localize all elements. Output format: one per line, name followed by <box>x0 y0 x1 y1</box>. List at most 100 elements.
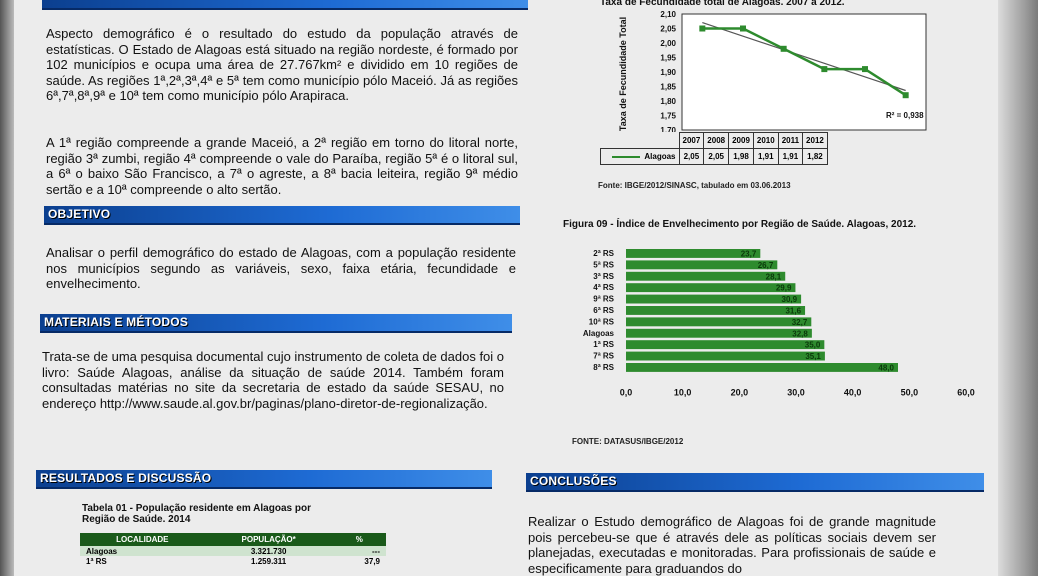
data-label: 26,7 <box>758 261 774 270</box>
conclusoes-text: Realizar o Estudo demográfico de Alagoas… <box>528 514 936 576</box>
data-bar <box>626 260 778 270</box>
population-table: LOCALIDADE POPULAÇÃO* % Alagoas 3.321.73… <box>80 533 386 566</box>
photo-shadow-right <box>998 0 1038 576</box>
table-cell: 1,98 <box>728 148 754 165</box>
table-cell: 2,05 <box>703 148 730 165</box>
x-tick-label: 50,0 <box>901 387 919 397</box>
data-bar <box>626 317 812 327</box>
table-cell <box>601 133 680 149</box>
envelhecimento-title: Figura 09 - Índice de Envelhecimento por… <box>563 219 917 230</box>
y-tick-label: 2,00 <box>660 39 676 48</box>
table-cell: 2010 <box>752 132 779 149</box>
table-cell: 1ª RS <box>86 556 107 566</box>
data-label: 31,6 <box>785 307 801 316</box>
x-tick-label: 20,0 <box>731 387 749 397</box>
table-row: Alagoas 3.321.730 --- <box>80 546 386 556</box>
table-header: LOCALIDADE <box>80 533 205 546</box>
data-point <box>740 25 746 32</box>
data-label: 30,9 <box>782 295 798 304</box>
data-bar <box>626 306 806 315</box>
table-cell: Alagoas <box>600 148 680 165</box>
table-cell: 37,9 <box>364 556 380 566</box>
data-point <box>821 66 828 73</box>
y-tick-label: 2,05 <box>660 25 676 34</box>
category-label: 9ª RS <box>593 295 614 304</box>
objetivo-heading-bar: OBJETIVO <box>44 206 520 225</box>
objetivo-text: Analisar o perfil demográfico do estado … <box>46 245 516 291</box>
data-label: 32,7 <box>792 318 808 327</box>
data-bar <box>626 351 825 361</box>
data-label: 32,8 <box>792 329 808 338</box>
data-point <box>699 25 706 32</box>
table-cell: 1,91 <box>777 148 804 165</box>
metodos-text: Trata-se de uma pesquisa documental cujo… <box>42 349 505 411</box>
x-tick-label: 10,0 <box>674 387 692 397</box>
table-header: POPULAÇÃO* <box>204 533 333 546</box>
category-label: 3ª RS <box>593 272 614 281</box>
table-cell: --- <box>372 546 380 556</box>
envelhecimento-chart: 2ª RS 23,7 5ª RS 26,7 3ª RS 28,1 4ª RS 29,9 9ª R… <box>583 249 975 397</box>
table-cell: 2,05 <box>678 148 705 165</box>
fecundidade-source: Fonte: IBGE/2012/SINASC, tabulado em 03.… <box>598 181 791 190</box>
intro-paragraph-1: Aspecto demográfico é o resultado do est… <box>46 26 518 103</box>
table-cell: 2012 <box>802 132 828 149</box>
data-label: 28,1 <box>766 272 782 281</box>
objetivo-heading: OBJETIVO <box>48 207 111 221</box>
fecundidade-ylabel: Taxa de Fecundidade Total <box>618 17 628 131</box>
table-cell: 1.259.311 <box>251 556 287 566</box>
resultados-heading-bar: RESULTADOS E DISCUSSÃO <box>36 470 492 489</box>
envelhecimento-source: FONTE: DATASUS/IBGE/2012 <box>572 437 684 446</box>
y-tick-label: 2,10 <box>660 10 676 19</box>
category-label: 4ª RS <box>593 283 614 292</box>
data-bar <box>626 271 786 281</box>
table-cell: 1,82 <box>802 148 828 165</box>
resultados-heading: RESULTADOS E DISCUSSÃO <box>40 471 212 485</box>
legend-line-icon <box>612 155 641 158</box>
data-point <box>862 66 868 73</box>
x-tick-label: 30,0 <box>787 387 805 397</box>
metodos-heading-bar: MATERIAIS E MÉTODOS <box>40 314 512 333</box>
data-bar <box>626 283 796 293</box>
category-label: 7ª RS <box>593 352 614 361</box>
data-point <box>780 45 787 52</box>
table-cell: 1,91 <box>752 148 779 165</box>
category-label: 2ª RS <box>593 249 614 258</box>
table-cell: 2011 <box>777 132 804 149</box>
metodos-heading: MATERIAIS E MÉTODOS <box>44 315 189 329</box>
table-cell: 2007 <box>678 132 705 149</box>
category-label: 6ª RS <box>593 306 614 315</box>
y-tick-label: 1,95 <box>660 54 676 63</box>
category-label: 1ª RS <box>593 340 614 349</box>
data-label: 35,0 <box>805 341 821 350</box>
table-title: Tabela 01 - População residente em Alago… <box>82 503 311 525</box>
category-label: 8ª RS <box>593 363 614 372</box>
conclusoes-heading: CONCLUSÕES <box>530 474 617 488</box>
fecundidade-title: Taxa de Fecundidade total de Alagoas. 20… <box>600 0 845 8</box>
data-label: 48,0 <box>878 364 894 373</box>
y-tick-label: 1,70 <box>660 126 676 132</box>
section-bar-top <box>42 0 528 10</box>
fecundidade-plot-area <box>681 13 927 131</box>
category-label: 5ª RS <box>593 260 614 269</box>
x-tick-label: 60,0 <box>957 387 975 397</box>
fecundidade-trendline <box>702 21 906 92</box>
fecundidade-series-line <box>702 27 907 97</box>
data-point <box>902 92 909 99</box>
table-row: 1ª RS 1.259.311 37,9 <box>80 556 386 566</box>
y-tick-label: 1,75 <box>660 112 676 121</box>
fecundidade-data-table: 2007 2008 2009 2010 2011 2012 Alagoas 2,… <box>600 132 828 165</box>
data-label: 29,9 <box>776 284 792 293</box>
intro-paragraph-2: A 1ª região compreende a grande Maceió, … <box>46 135 518 197</box>
data-bar <box>626 249 761 258</box>
category-label: 10ª RS <box>589 317 615 326</box>
fecundidade-r2: R² = 0,938 <box>886 111 924 120</box>
category-label: Alagoas <box>583 329 615 338</box>
table-header: % <box>332 533 386 546</box>
table-cell: 2008 <box>703 132 730 149</box>
data-label: 23,7 <box>741 250 757 259</box>
data-label: 35,1 <box>805 352 821 361</box>
y-tick-label: 1,80 <box>660 97 676 106</box>
table-cell: Alagoas <box>86 546 118 556</box>
fecundidade-chart: Taxa de Fecundidade Total 2,10 2,05 2,00 1,… <box>618 10 927 132</box>
